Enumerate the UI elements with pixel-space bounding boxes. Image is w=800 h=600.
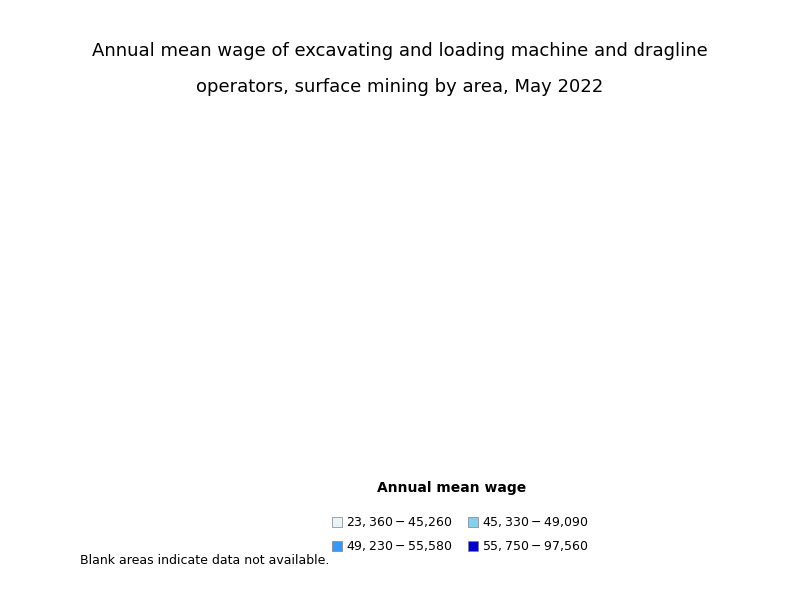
Text: Annual mean wage of excavating and loading machine and dragline: Annual mean wage of excavating and loadi…	[92, 42, 708, 60]
Text: $23,360 - $45,260: $23,360 - $45,260	[346, 515, 452, 529]
Text: operators, surface mining by area, May 2022: operators, surface mining by area, May 2…	[196, 78, 604, 96]
Text: Blank areas indicate data not available.: Blank areas indicate data not available.	[80, 554, 330, 567]
Text: $55,750 - $97,560: $55,750 - $97,560	[482, 539, 588, 553]
Text: $49,230 - $55,580: $49,230 - $55,580	[346, 539, 452, 553]
Text: $45,330 - $49,090: $45,330 - $49,090	[482, 515, 588, 529]
Text: Annual mean wage: Annual mean wage	[378, 481, 526, 495]
